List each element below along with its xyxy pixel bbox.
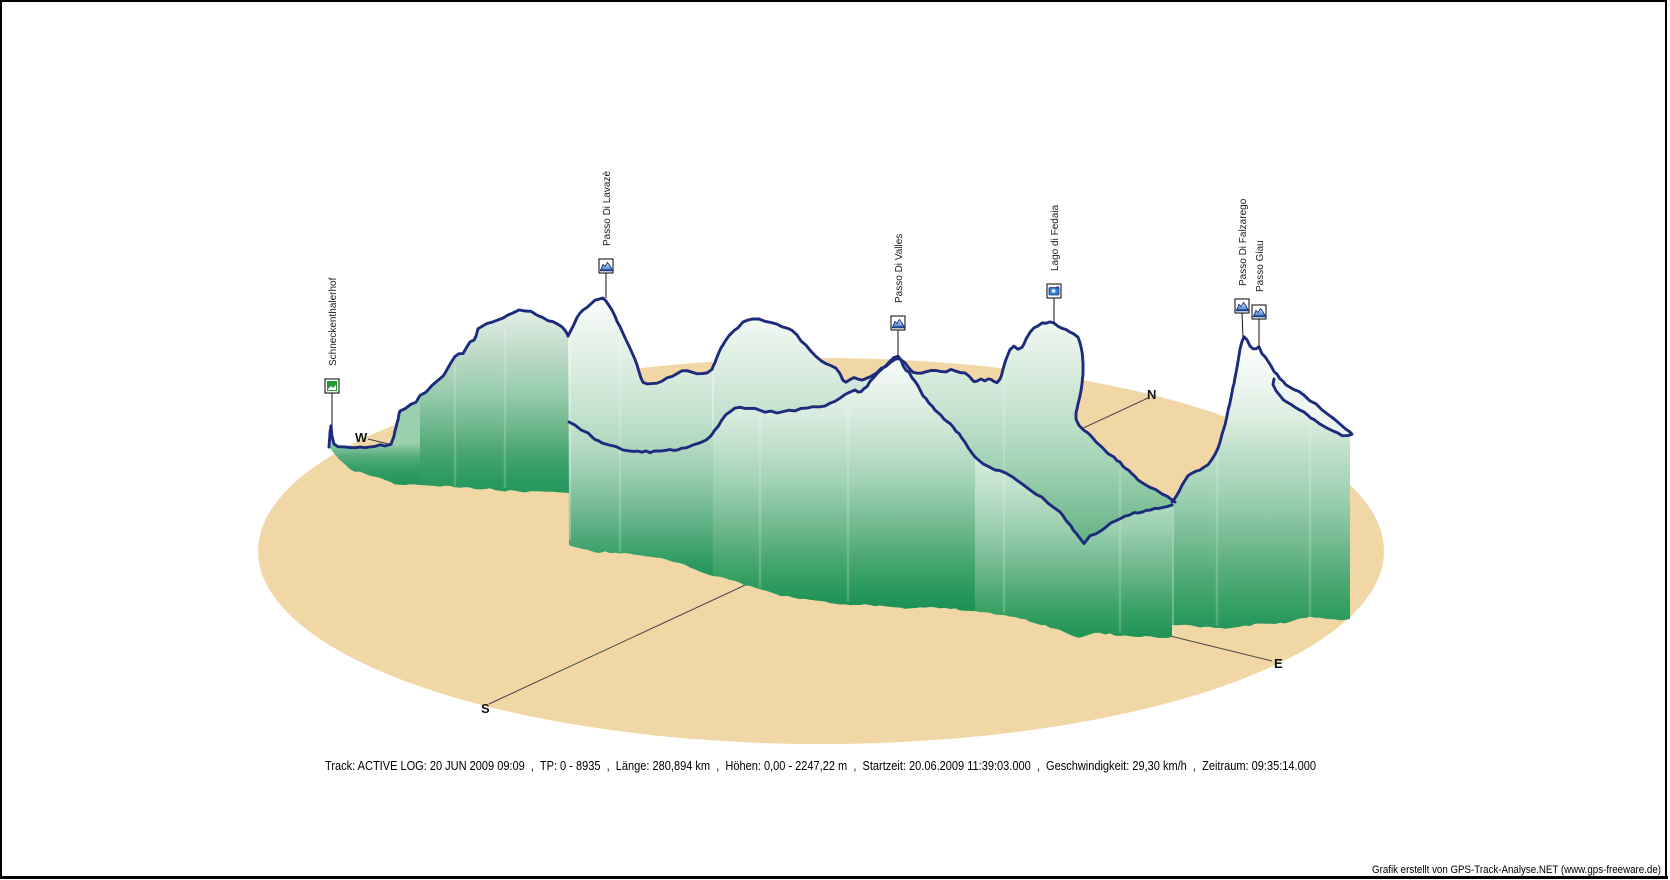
svg-text:E: E	[1274, 656, 1283, 671]
svg-text:Track: ACTIVE LOG: 20 JUN 2009: Track: ACTIVE LOG: 20 JUN 2009 09:09 , T…	[325, 759, 1316, 773]
svg-text:S: S	[481, 701, 490, 716]
svg-text:N: N	[1147, 387, 1156, 402]
svg-text:Grafik erstellt von GPS-Track-: Grafik erstellt von GPS-Track-Analyse.NE…	[1372, 864, 1661, 876]
svg-text:Lago di Fedaia: Lago di Fedaia	[1050, 204, 1061, 271]
svg-text:W: W	[355, 430, 368, 445]
svg-text:Passo Di Valles: Passo Di Valles	[894, 234, 905, 303]
svg-text:Schneckenthalerhof: Schneckenthalerhof	[328, 277, 339, 366]
svg-text:Passo Giau: Passo Giau	[1255, 240, 1266, 292]
svg-text:Passo Di Lavazè: Passo Di Lavazè	[602, 171, 613, 246]
svg-text:Passo Di Falzarego: Passo Di Falzarego	[1238, 198, 1249, 286]
